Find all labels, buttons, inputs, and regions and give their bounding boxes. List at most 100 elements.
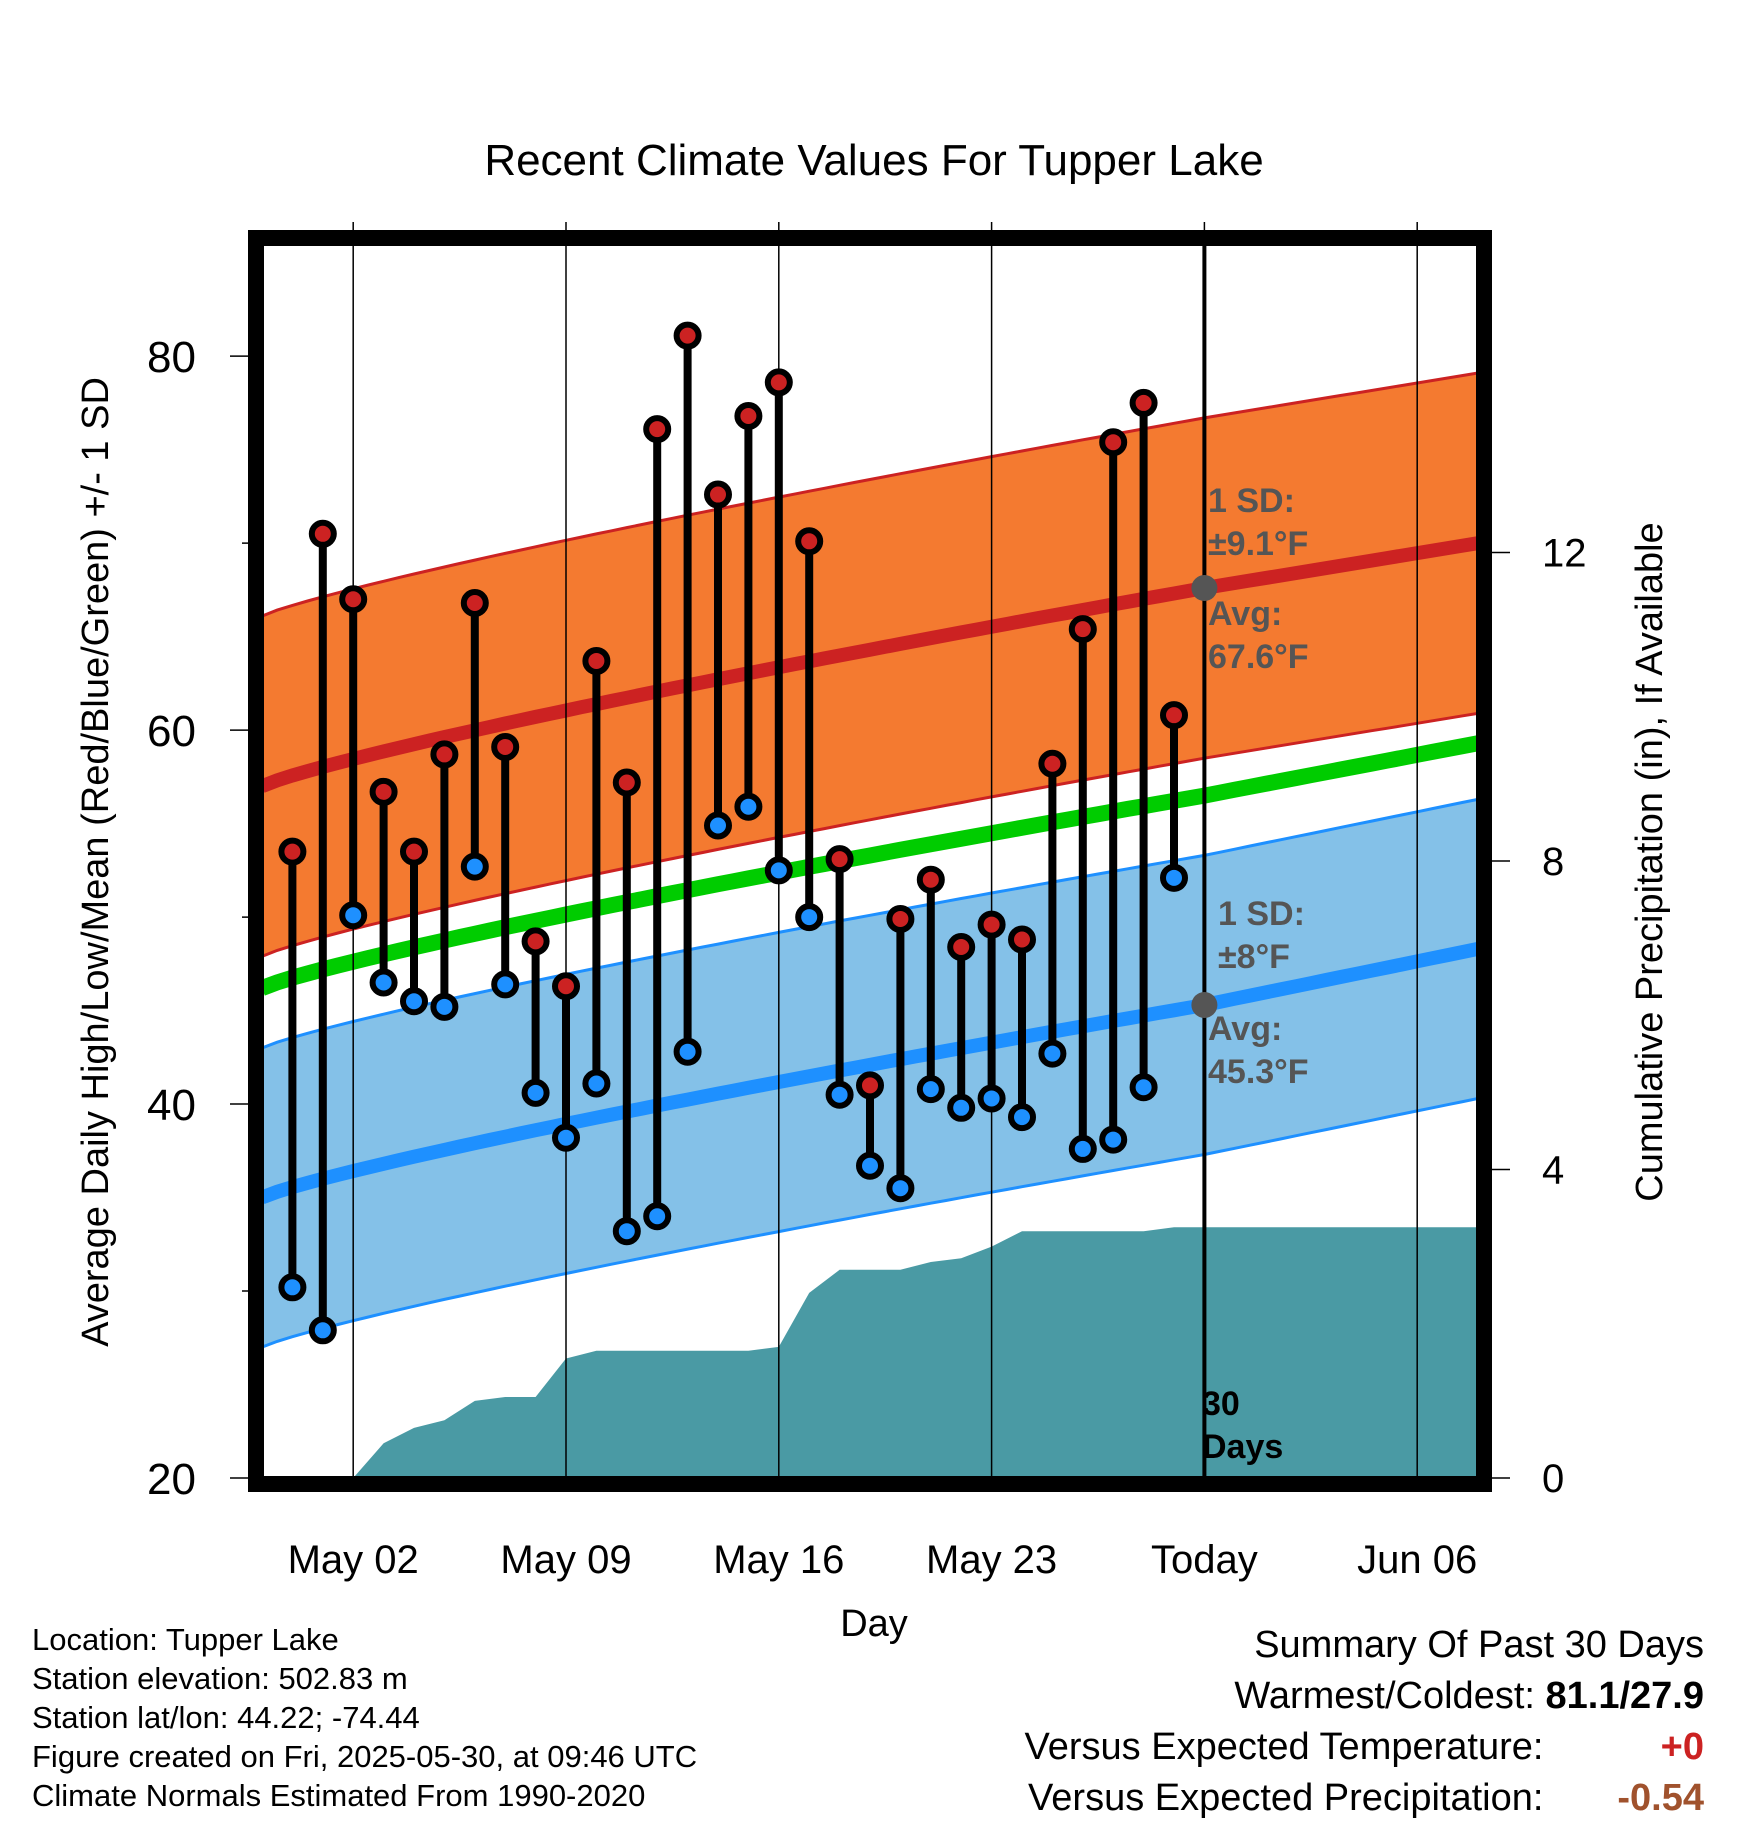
low-sd-value: ±8°F	[1218, 938, 1290, 976]
daily-low-point	[825, 1080, 854, 1109]
daily-low-point	[947, 1093, 976, 1122]
x-tick-label: May 23	[926, 1538, 1057, 1582]
daily-low-point	[856, 1151, 884, 1180]
days-label-text: Days	[1202, 1428, 1283, 1466]
daily-high-point	[795, 527, 824, 556]
daily-high-point	[308, 519, 337, 548]
daily-high-point	[856, 1071, 884, 1100]
high-band-upper	[262, 371, 1478, 618]
daily-high-point	[886, 904, 915, 933]
x-tick-label: May 02	[288, 1538, 419, 1582]
summary-panel: Summary Of Past 30 Days Warmest/Coldest:…	[1025, 1620, 1704, 1824]
x-tick-label: Jun 06	[1357, 1538, 1477, 1582]
y-left-tick-label: 80	[147, 333, 196, 382]
daily-low-point	[1160, 863, 1188, 892]
summary-warmest-coldest: Warmest/Coldest: 81.1/27.9	[1025, 1671, 1704, 1722]
y-right-tick-label: 0	[1542, 1457, 1564, 1501]
x-tick-label: May 16	[713, 1538, 844, 1582]
daily-low-point	[400, 987, 428, 1016]
y-left-axis-label: Average Daily High/Low/Mean (Red/Blue/Gr…	[75, 377, 117, 1347]
daily-low-point	[430, 992, 459, 1021]
summary-temperature: Versus Expected Temperature: +0	[1025, 1722, 1704, 1773]
daily-low-point	[460, 852, 489, 881]
precipitation-value: -0.54	[1617, 1777, 1704, 1819]
daily-high-point	[1068, 615, 1097, 644]
daily-low-point	[977, 1084, 1006, 1113]
daily-low-point	[704, 811, 732, 840]
daily-high-point	[430, 740, 459, 769]
x-axis-label: Day	[840, 1603, 908, 1645]
temperature-value: +0	[1660, 1726, 1704, 1768]
daily-high-point	[916, 865, 945, 894]
daily-high-point	[947, 933, 976, 962]
daily-low-point	[1129, 1073, 1158, 1102]
y-left-tick-label: 20	[147, 1455, 196, 1504]
plot-area: Recent Climate Values For Tupper Lake 20 4…	[75, 136, 1671, 1645]
daily-low-point	[886, 1174, 915, 1203]
y-left-tick-label: 40	[147, 1081, 196, 1130]
low-today-marker	[1191, 991, 1218, 1018]
daily-low-point	[612, 1217, 641, 1246]
daily-high-point	[1099, 428, 1128, 457]
daily-low-point	[278, 1273, 307, 1302]
daily-high-point	[825, 845, 854, 874]
daily-low-point	[1008, 1103, 1036, 1132]
elevation-text: Station elevation: 502.83 m	[32, 1661, 408, 1696]
daily-high-point	[400, 837, 428, 866]
low-sd-label: 1 SD:	[1218, 895, 1305, 933]
latlon-text: Station lat/lon: 44.22; -74.44	[32, 1700, 420, 1735]
temperature-label: Versus Expected Temperature:	[1024, 1726, 1544, 1768]
high-sd-label: 1 SD:	[1208, 482, 1295, 520]
daily-high-point	[673, 321, 702, 350]
daily-low-point	[552, 1123, 580, 1152]
daily-low-point	[582, 1069, 611, 1098]
daily-low-point	[916, 1075, 945, 1104]
high-normal-line	[262, 536, 1478, 793]
mean-normal-line	[262, 735, 1478, 996]
warmest-coldest-value: 81.1/27.9	[1545, 1675, 1704, 1717]
daily-low-point	[369, 968, 398, 997]
y-right-axis-label: Cumulative Precipitation (in), If Availa…	[1629, 522, 1671, 1201]
daily-high-point	[643, 415, 672, 444]
daily-high-point	[612, 768, 641, 797]
daily-low-point	[521, 1078, 550, 1107]
x-tick-label: Today	[1151, 1538, 1258, 1582]
normals-text: Climate Normals Estimated From 1990-2020	[32, 1778, 646, 1813]
daily-high-point	[1038, 749, 1067, 778]
daily-low-point	[339, 901, 368, 930]
plot-frame	[248, 230, 1492, 1492]
daily-low-point	[308, 1316, 337, 1345]
station-info: Location: Tupper Lake Station elevation:…	[32, 1620, 697, 1815]
low-band-lower	[262, 1097, 1478, 1349]
days-label-number: 30	[1202, 1385, 1240, 1423]
low-avg-value: 45.3°F	[1208, 1053, 1309, 1091]
daily-high-point	[552, 972, 580, 1001]
daily-low-point	[1068, 1134, 1097, 1163]
low-band-upper	[262, 797, 1478, 1050]
y-right-tick-label: 8	[1542, 840, 1564, 884]
summary-precipitation: Versus Expected Precipitation: -0.54	[1025, 1773, 1704, 1824]
daily-high-point	[764, 368, 793, 397]
daily-low-point	[673, 1037, 702, 1066]
daily-high-point	[278, 837, 307, 866]
daily-high-point	[704, 480, 732, 509]
daily-high-point	[734, 402, 763, 431]
high-avg-label: Avg:	[1208, 595, 1282, 633]
daily-high-point	[582, 646, 611, 675]
daily-high-point	[339, 585, 368, 614]
daily-low-point	[1038, 1039, 1067, 1068]
high-sd-value: ±9.1°F	[1208, 525, 1308, 563]
x-tick-label: May 09	[500, 1538, 631, 1582]
precip-area	[353, 1227, 1478, 1478]
y-right-tick-label: 12	[1542, 532, 1587, 576]
daily-low-point	[643, 1202, 672, 1231]
daily-low-point	[795, 903, 824, 932]
daily-low-point	[734, 792, 763, 821]
high-avg-value: 67.6°F	[1208, 638, 1309, 676]
precipitation-label: Versus Expected Precipitation:	[1028, 1777, 1544, 1819]
daily-low-point	[1099, 1125, 1128, 1154]
daily-high-point	[1008, 925, 1036, 954]
created-text: Figure created on Fri, 2025-05-30, at 09…	[32, 1739, 698, 1774]
daily-high-point	[491, 732, 520, 761]
